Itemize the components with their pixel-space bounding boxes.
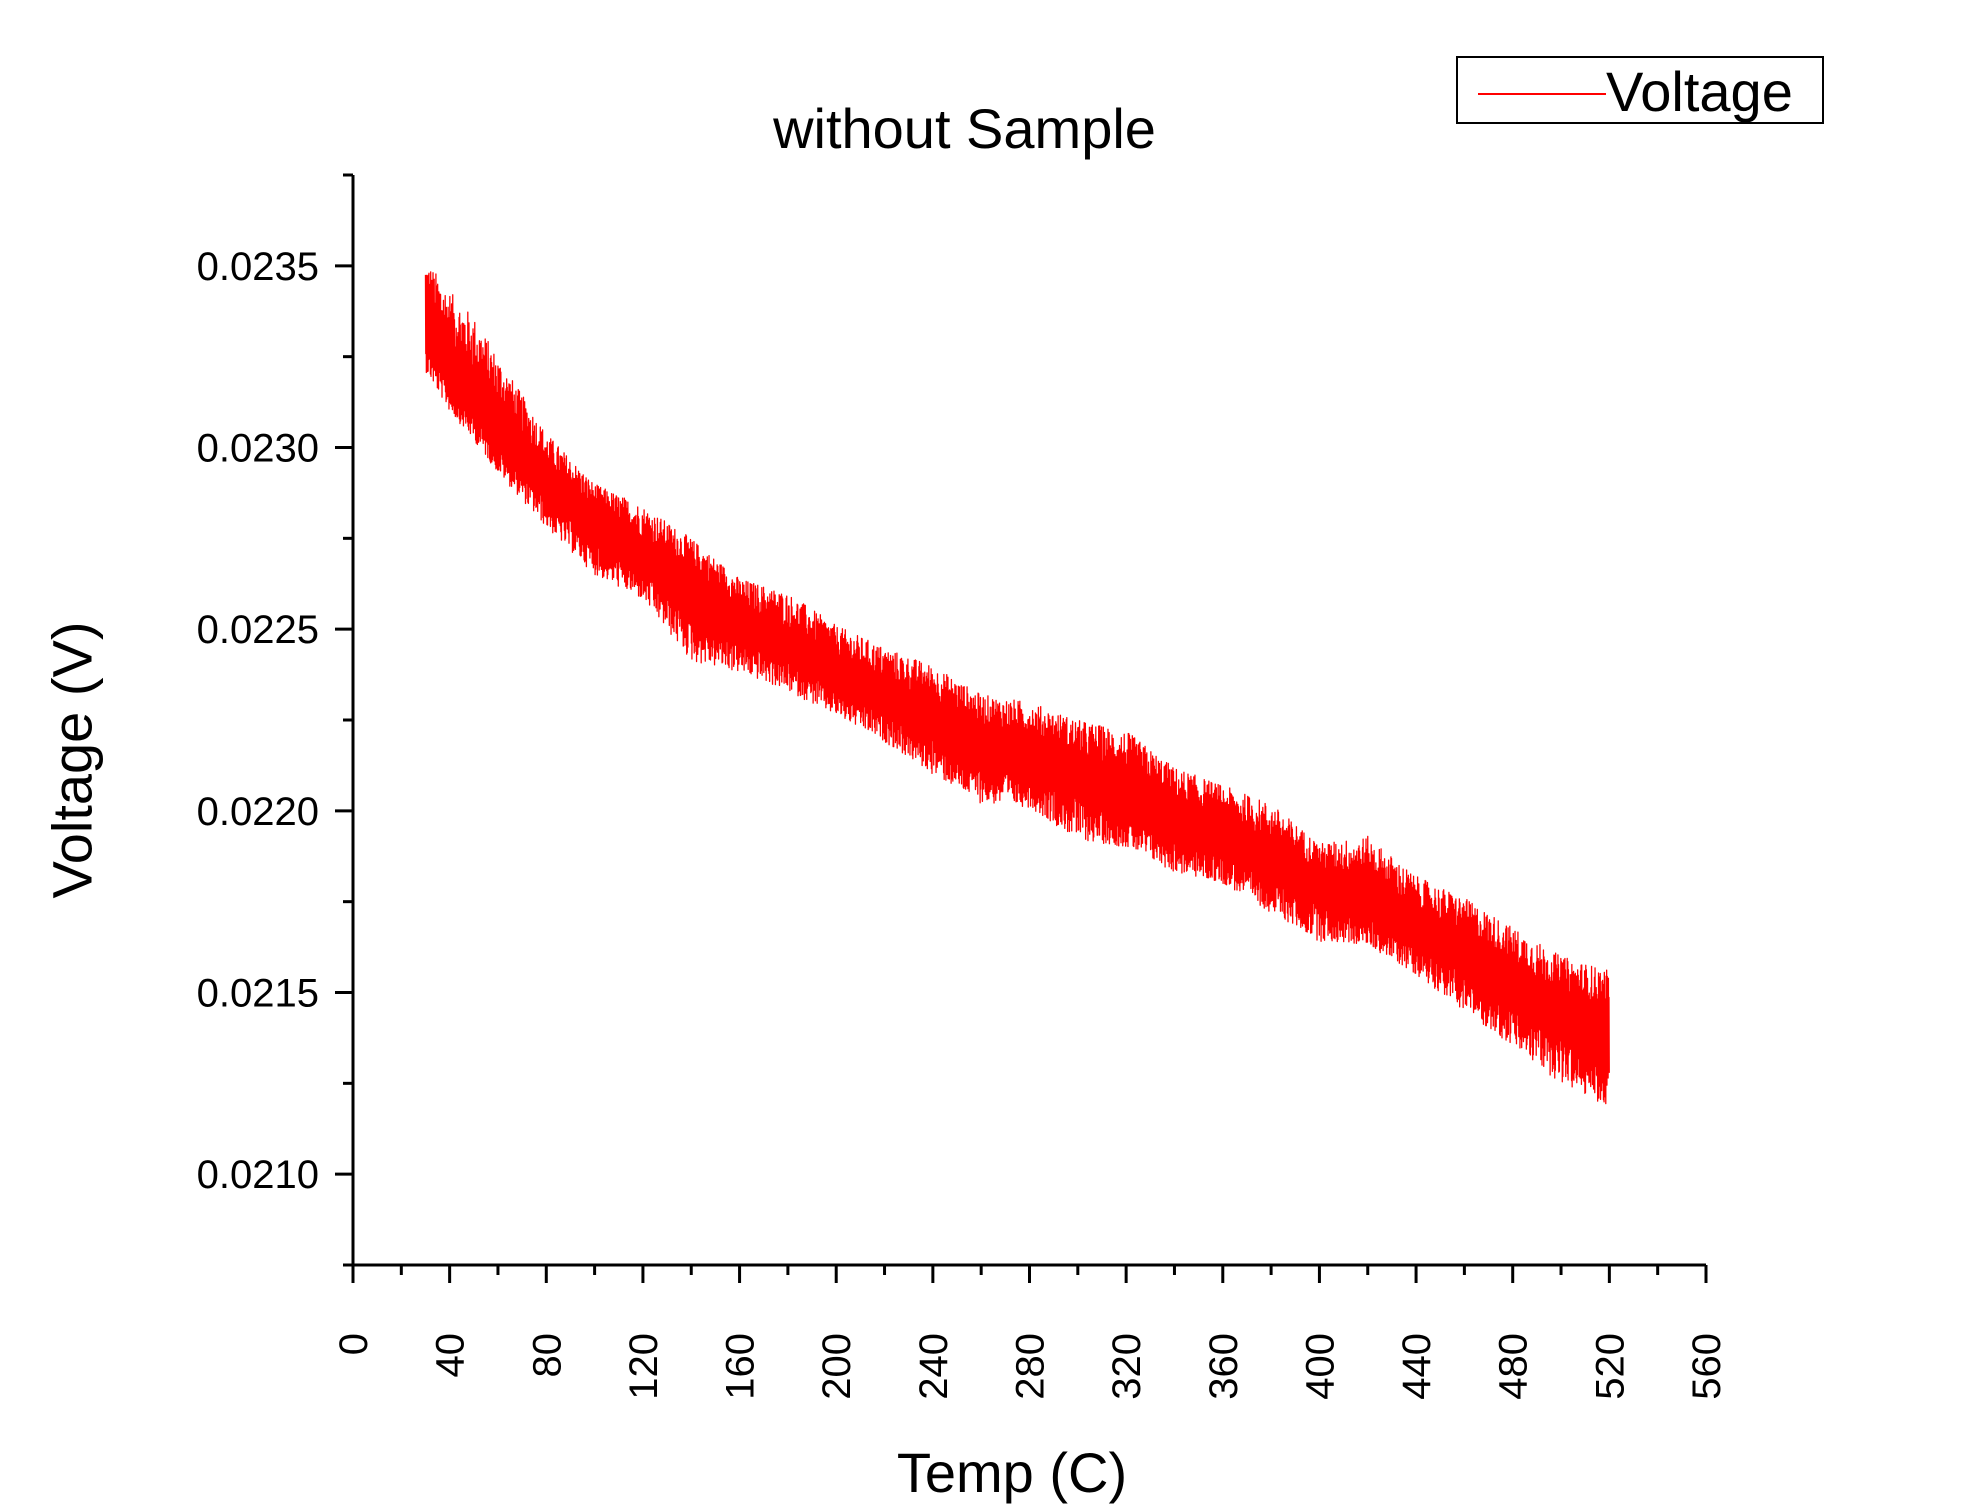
- x-tick-label: 480: [1492, 1333, 1536, 1400]
- x-tick-label: 40: [429, 1333, 473, 1378]
- y-axis-label: Voltage (V): [40, 621, 104, 899]
- y-tick-label: 0.0235: [197, 245, 319, 289]
- legend-swatch-voltage: [1478, 93, 1606, 95]
- y-tick-label: 0.0230: [197, 427, 319, 471]
- x-tick-label: 80: [525, 1333, 569, 1378]
- x-tick-label: 200: [815, 1333, 859, 1400]
- chart-title: without Sample: [773, 97, 1156, 160]
- legend-label-voltage: Voltage: [1606, 60, 1793, 123]
- x-axis-label: Temp (C): [896, 1441, 1128, 1504]
- x-tick-label: 520: [1588, 1333, 1632, 1400]
- x-tick-label: 120: [622, 1333, 666, 1400]
- x-tick-label: 320: [1105, 1333, 1149, 1400]
- x-tick-label: 160: [719, 1333, 763, 1400]
- x-tick-label: 400: [1298, 1333, 1342, 1400]
- x-tick-label: 0: [332, 1333, 376, 1355]
- x-tick-label: 360: [1202, 1333, 1246, 1400]
- y-tick-label: 0.0225: [197, 608, 319, 652]
- y-tick-label: 0.0220: [197, 790, 319, 834]
- y-tick-label: 0.0210: [197, 1153, 319, 1197]
- x-tick-label: 440: [1395, 1333, 1439, 1400]
- x-tick-label: 240: [912, 1333, 956, 1400]
- x-tick-label: 280: [1009, 1333, 1053, 1400]
- axes: 0.0210 0.0215 0.0220 0.0225 0.0230 0.0235 0 40 8…: [197, 173, 1729, 1400]
- plot-area: [424, 271, 1610, 1105]
- y-tick-label: 0.0215: [197, 972, 319, 1016]
- x-tick-label: 560: [1685, 1333, 1729, 1400]
- legend: Voltage: [1456, 56, 1824, 124]
- series-line-voltage: [424, 271, 1610, 1105]
